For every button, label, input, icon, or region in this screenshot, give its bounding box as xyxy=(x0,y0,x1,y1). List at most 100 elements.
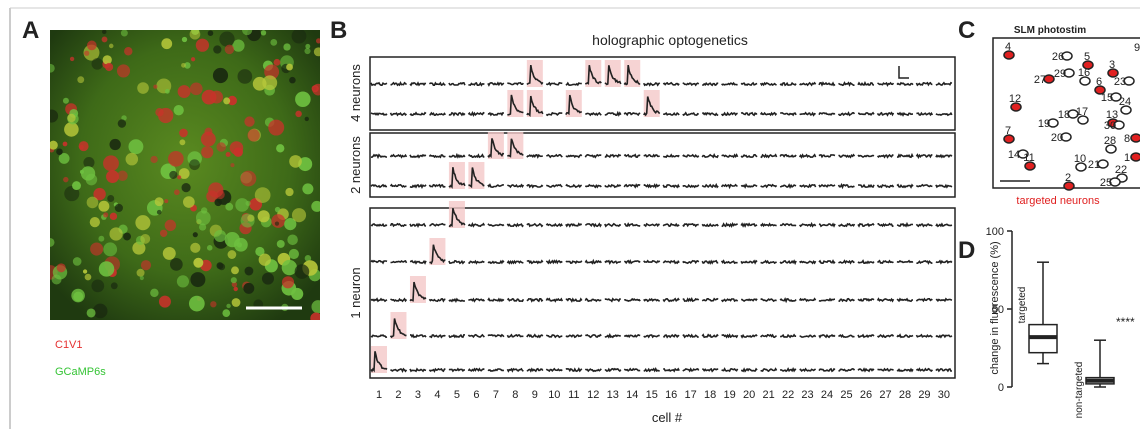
neuron-outline xyxy=(1110,92,1122,102)
trace xyxy=(506,138,524,158)
trace xyxy=(798,297,817,303)
trace xyxy=(876,297,895,303)
trace xyxy=(526,222,544,228)
neuron-outline xyxy=(1109,177,1121,187)
trace xyxy=(389,153,408,159)
x-tick-label: 15 xyxy=(646,389,658,401)
trace xyxy=(526,297,544,303)
trace xyxy=(818,297,836,302)
cell-blob xyxy=(224,44,235,55)
cell-blob xyxy=(128,139,144,155)
group-label: 1 neuron xyxy=(348,267,363,318)
trace xyxy=(896,111,913,117)
cell-blob xyxy=(222,309,231,317)
axis-label: cell # xyxy=(652,410,683,425)
group-box xyxy=(369,56,956,131)
cell-blob xyxy=(214,198,223,207)
cell-blob xyxy=(271,214,286,228)
neuron-outline xyxy=(1123,76,1135,86)
cell-blob xyxy=(183,196,195,208)
trace xyxy=(818,367,836,373)
cell-blob xyxy=(176,275,190,288)
cell-blob xyxy=(304,47,311,55)
cell-blob xyxy=(179,128,188,138)
x-tick-label: 14 xyxy=(626,389,638,401)
trace xyxy=(565,367,583,373)
trace xyxy=(662,259,680,265)
cell-blob xyxy=(86,308,96,318)
cell-blob xyxy=(158,295,171,308)
cell-blob xyxy=(109,138,121,151)
trace xyxy=(759,81,777,87)
cell-blob xyxy=(73,291,84,302)
x-tick-label: 13 xyxy=(607,389,619,401)
trace xyxy=(935,368,952,373)
trace xyxy=(545,222,563,228)
panel-label: D xyxy=(958,237,975,264)
trace xyxy=(565,297,583,303)
neuron-label: 30 xyxy=(1104,120,1116,132)
fov-box xyxy=(992,37,1140,189)
cell-blob xyxy=(274,206,281,213)
cell-blob xyxy=(201,89,217,105)
trace xyxy=(857,222,875,228)
trace xyxy=(370,259,388,265)
cell-blob xyxy=(72,181,81,191)
trace xyxy=(818,112,836,116)
cell-blob xyxy=(109,212,118,221)
trace xyxy=(857,259,875,265)
trace xyxy=(876,184,895,189)
x-tick-label: 8 xyxy=(512,389,518,401)
neuron-label: 24 xyxy=(1119,96,1131,108)
cell-blob xyxy=(305,43,311,49)
cell-blob xyxy=(108,43,114,49)
trace xyxy=(546,183,563,188)
cell-blob xyxy=(159,229,168,237)
trace xyxy=(506,183,525,189)
cell-blob xyxy=(240,170,257,187)
cell-blob xyxy=(270,38,278,46)
trace xyxy=(915,183,933,188)
trace xyxy=(370,222,388,227)
cell-blob xyxy=(83,157,95,169)
trace xyxy=(682,222,699,228)
trace xyxy=(682,183,700,189)
trace xyxy=(760,367,778,373)
trace xyxy=(682,333,699,339)
neuron-label: 1 xyxy=(1124,152,1130,164)
x-tick-label: 30 xyxy=(938,389,950,401)
trace xyxy=(915,297,933,303)
cell-blob xyxy=(281,276,295,289)
trace xyxy=(662,333,680,339)
trace xyxy=(857,111,875,116)
trace xyxy=(585,222,602,228)
neuron-label: 16 xyxy=(1078,67,1090,79)
cell-blob xyxy=(287,234,298,246)
cell-blob xyxy=(78,141,89,152)
trace xyxy=(916,111,934,117)
trace xyxy=(565,81,582,87)
trace xyxy=(526,95,544,118)
trace xyxy=(662,111,680,116)
trace xyxy=(720,183,738,190)
trace xyxy=(682,153,700,158)
trace xyxy=(546,153,563,159)
trace xyxy=(720,298,739,303)
neuron-outline xyxy=(1082,60,1094,70)
x-tick-label: 12 xyxy=(587,389,599,401)
trace xyxy=(643,153,660,158)
trace xyxy=(526,333,544,339)
trace xyxy=(410,333,427,339)
cell-blob xyxy=(136,268,145,277)
cell-blob xyxy=(219,31,235,47)
trace xyxy=(390,81,408,87)
x-tick-label: 9 xyxy=(532,389,538,401)
trace xyxy=(798,221,817,228)
trace xyxy=(915,333,933,338)
trace xyxy=(779,366,797,373)
trace xyxy=(857,154,875,159)
trace xyxy=(896,221,914,228)
cell-blob xyxy=(216,262,224,270)
group-label: 2 neurons xyxy=(348,136,363,194)
